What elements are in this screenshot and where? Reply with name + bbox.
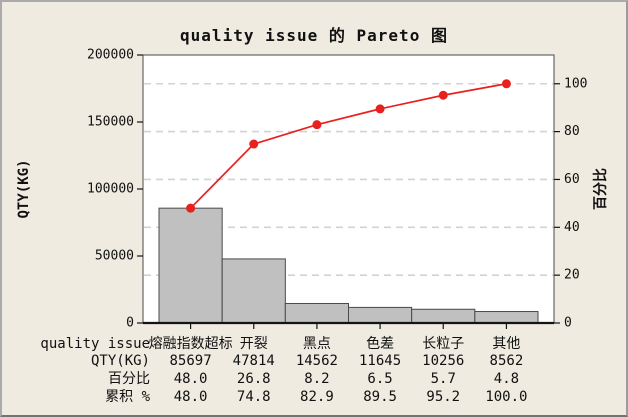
right-axis-tick-label: 80 xyxy=(564,124,580,139)
table-cell: 8.2 xyxy=(304,371,329,387)
cumulative-line xyxy=(189,82,507,209)
bar xyxy=(221,258,286,324)
bar xyxy=(348,306,413,324)
left-axis-tick-label: 150000 xyxy=(87,115,134,130)
table-cell: 89.5 xyxy=(363,389,397,405)
table-cell: 其他 xyxy=(492,336,520,352)
cumulative-point xyxy=(375,104,385,114)
table-cell: 色差 xyxy=(366,335,394,352)
right-axis-tick-label: 40 xyxy=(564,220,580,235)
table-cell: 5.7 xyxy=(431,371,456,387)
bar xyxy=(474,311,539,324)
table-cell: 48.0 xyxy=(174,389,208,405)
table-cell: 10256 xyxy=(422,353,464,369)
left-axis-tick-label: 200000 xyxy=(87,48,134,63)
cumulative-point xyxy=(438,90,448,100)
table-cell: 11645 xyxy=(359,353,401,369)
table-row-header: QTY(KG) xyxy=(91,353,150,369)
left-axis-tick-label: 0 xyxy=(126,316,134,331)
table-cell: 熔融指数超标 xyxy=(149,336,233,352)
table-cell: 82.9 xyxy=(300,389,334,405)
table-row-header: 累积 % xyxy=(105,389,150,405)
right-axis-title: 百分比 xyxy=(592,168,609,210)
table-cell: 100.0 xyxy=(485,389,527,405)
bar xyxy=(411,308,476,324)
cumulative-point xyxy=(186,203,196,213)
right-axis-tick-label: 20 xyxy=(564,268,580,283)
right-axis-tick-label: 60 xyxy=(564,172,580,187)
table-row-header: 百分比 xyxy=(108,371,150,387)
table-cell: 4.8 xyxy=(494,371,519,387)
table-cell: 8562 xyxy=(490,353,524,369)
table-cell: 95.2 xyxy=(426,389,460,405)
right-axis-tick-label: 100 xyxy=(564,76,587,91)
table-cell: 48.0 xyxy=(174,371,208,387)
bar xyxy=(158,207,223,324)
table-cell: 74.8 xyxy=(237,389,271,405)
table-cell: 85697 xyxy=(170,353,212,369)
table-cell: 47814 xyxy=(233,353,275,369)
chart-title: quality issue 的 Pareto 图 xyxy=(180,26,448,45)
cumulative-point xyxy=(249,139,259,149)
cumulative-point xyxy=(312,120,322,130)
table-cell: 14562 xyxy=(296,353,338,369)
table-cell: 黑点 xyxy=(303,336,331,352)
table-cell: 长粒子 xyxy=(422,336,464,352)
cumulative-point xyxy=(501,79,511,89)
right-axis-tick-label: 0 xyxy=(564,316,572,331)
left-axis-title: QTY(KG) xyxy=(16,159,32,218)
bar xyxy=(284,302,350,324)
left-axis-tick-label: 100000 xyxy=(87,182,134,197)
table-cell: 26.8 xyxy=(237,371,271,387)
table-cell: 6.5 xyxy=(367,371,392,387)
table-cell: 开裂 xyxy=(240,336,268,352)
left-axis-tick-label: 50000 xyxy=(95,249,134,264)
table-row-header: quality issue xyxy=(40,336,150,352)
